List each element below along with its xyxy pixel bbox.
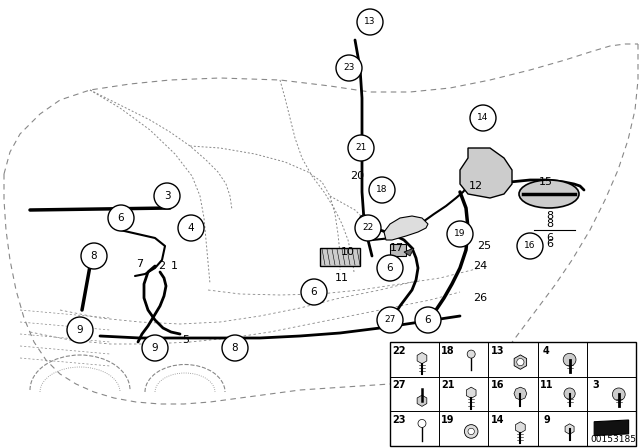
Text: 19: 19: [454, 229, 466, 238]
Text: 19: 19: [442, 415, 455, 425]
Text: 7: 7: [136, 259, 143, 269]
Polygon shape: [460, 148, 512, 198]
Text: 11: 11: [335, 273, 349, 283]
Circle shape: [222, 335, 248, 361]
Text: 21: 21: [355, 143, 367, 152]
Text: 1: 1: [170, 261, 177, 271]
Bar: [390, 342, 636, 446]
Circle shape: [371, 228, 379, 236]
Text: 10: 10: [341, 247, 355, 257]
Circle shape: [418, 419, 426, 427]
Circle shape: [336, 55, 362, 81]
Text: 4: 4: [188, 223, 195, 233]
Circle shape: [468, 428, 474, 435]
Text: 23: 23: [392, 415, 406, 425]
Text: 18: 18: [376, 185, 388, 194]
Text: 27: 27: [384, 315, 396, 324]
Circle shape: [108, 205, 134, 231]
Circle shape: [517, 233, 543, 259]
Circle shape: [377, 307, 403, 333]
Text: 8: 8: [232, 343, 238, 353]
Circle shape: [81, 243, 107, 269]
Circle shape: [447, 221, 473, 247]
Circle shape: [467, 350, 475, 358]
Text: 24: 24: [473, 261, 487, 271]
Text: 27: 27: [392, 380, 406, 390]
Text: 3: 3: [164, 191, 170, 201]
Text: 9: 9: [543, 415, 550, 425]
Circle shape: [142, 335, 168, 361]
Circle shape: [415, 307, 441, 333]
Text: 2: 2: [159, 261, 166, 271]
Circle shape: [359, 215, 369, 225]
Text: 6: 6: [310, 287, 317, 297]
Polygon shape: [404, 248, 414, 256]
Text: 3: 3: [592, 380, 599, 390]
Text: 6: 6: [547, 239, 554, 249]
Text: 9: 9: [152, 343, 158, 353]
Polygon shape: [594, 420, 628, 435]
Text: 13: 13: [364, 17, 376, 26]
Circle shape: [465, 425, 478, 438]
Text: 8: 8: [91, 251, 97, 261]
Bar: [320, 248, 360, 266]
Text: 8: 8: [547, 219, 554, 229]
Text: 11: 11: [540, 380, 553, 390]
Circle shape: [154, 183, 180, 209]
Text: 00153185: 00153185: [590, 435, 636, 444]
Text: 6: 6: [547, 233, 554, 243]
Text: 25: 25: [477, 241, 491, 251]
Circle shape: [612, 388, 625, 401]
Bar: [390, 244, 406, 256]
Text: 4: 4: [543, 346, 550, 356]
Text: 6: 6: [387, 263, 394, 273]
Circle shape: [67, 317, 93, 343]
Text: 21: 21: [442, 380, 455, 390]
Text: 8: 8: [547, 211, 554, 221]
Circle shape: [301, 279, 327, 305]
Text: 9: 9: [77, 325, 83, 335]
Circle shape: [178, 215, 204, 241]
Text: 15: 15: [539, 177, 553, 187]
Text: 13: 13: [490, 346, 504, 356]
Text: 26: 26: [473, 293, 487, 303]
Circle shape: [470, 105, 496, 131]
Circle shape: [516, 358, 524, 366]
Circle shape: [563, 353, 576, 366]
Circle shape: [369, 177, 395, 203]
Text: 23: 23: [343, 64, 355, 73]
Text: 5: 5: [182, 335, 189, 345]
Text: 6: 6: [425, 315, 431, 325]
Circle shape: [564, 388, 575, 399]
Circle shape: [377, 255, 403, 281]
Text: 16: 16: [524, 241, 536, 250]
Text: 18: 18: [441, 346, 455, 356]
Text: 22: 22: [362, 224, 374, 233]
Ellipse shape: [519, 180, 579, 208]
Text: 12: 12: [469, 181, 483, 191]
Circle shape: [355, 215, 381, 241]
Text: 14: 14: [477, 113, 489, 122]
Circle shape: [348, 135, 374, 161]
Text: 17: 17: [390, 243, 404, 253]
Text: 14: 14: [490, 415, 504, 425]
Text: 22: 22: [392, 346, 406, 356]
Polygon shape: [384, 216, 428, 240]
Circle shape: [357, 9, 383, 35]
Text: 20: 20: [350, 171, 364, 181]
Text: 6: 6: [118, 213, 124, 223]
Text: 16: 16: [490, 380, 504, 390]
